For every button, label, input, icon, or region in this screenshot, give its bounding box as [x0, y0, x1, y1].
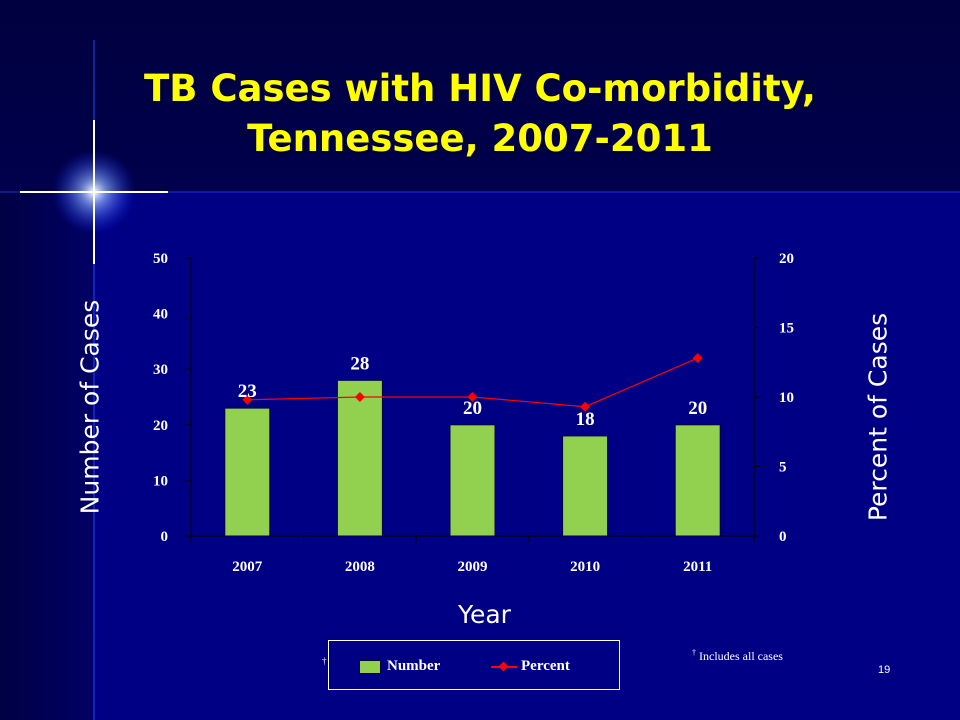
slide-number: 19 — [878, 664, 891, 676]
title-line-1: TB Cases with HIV Co-morbidity, — [144, 67, 816, 110]
y-tick-label-right: 15 — [779, 321, 794, 337]
x-axis-label: Year — [458, 600, 511, 629]
x-tick-label: 2008 — [345, 559, 375, 575]
footnote: † Includes all cases — [692, 648, 783, 664]
data-label-2010: 18 — [576, 409, 595, 430]
bar-2007 — [224, 407, 271, 537]
data-label-2011: 20 — [688, 398, 707, 419]
legend-label-number: Number — [387, 658, 441, 674]
x-tick-label: 2007 — [232, 559, 263, 575]
y-tick-label-left: 40 — [153, 307, 168, 323]
y-tick-label-right: 0 — [779, 529, 787, 545]
chart-legend: Number Percent — [328, 640, 620, 690]
y-tick-label-left: 50 — [153, 251, 168, 267]
footnote-text: Includes all cases — [699, 649, 783, 663]
legend-item-number: Number — [359, 658, 440, 675]
y-tick-label-right: 10 — [779, 390, 794, 406]
bar-2011 — [674, 424, 721, 537]
footnote-mark-left: † — [322, 656, 327, 666]
y-tick-label-left: 10 — [153, 473, 168, 489]
y-tick-label-left: 0 — [161, 529, 169, 545]
bar-2008 — [336, 379, 383, 537]
y-axis-left-label: Number of Cases — [75, 299, 105, 515]
percent-marker-2010 — [580, 401, 591, 412]
x-tick-label: 2010 — [570, 559, 600, 575]
slide-title: TB Cases with HIV Co-morbidity, Tennesse… — [60, 64, 900, 164]
x-tick-label: 2009 — [458, 559, 488, 575]
y-tick-label-right: 5 — [779, 460, 787, 476]
legend-item-percent: Percent — [491, 658, 570, 675]
bar-2009 — [449, 424, 496, 537]
data-label-2008: 28 — [350, 353, 369, 374]
data-label-2007: 23 — [238, 381, 257, 402]
line-diamond-swatch-icon — [491, 661, 517, 673]
bar-2010 — [562, 435, 609, 537]
title-line-2: Tennessee, 2007-2011 — [247, 117, 713, 160]
y-tick-label-left: 30 — [153, 362, 168, 378]
x-tick-label: 2011 — [683, 559, 712, 575]
y-axis-right-label: Percent of Cases — [863, 312, 893, 522]
y-tick-label-right: 20 — [779, 251, 794, 267]
bar-swatch-icon — [359, 659, 381, 674]
footnote-dagger: † — [692, 648, 696, 657]
percent-marker-2007 — [242, 394, 253, 405]
legend-label-percent: Percent — [521, 658, 570, 674]
data-label-2009: 20 — [463, 398, 482, 419]
y-tick-label-left: 20 — [153, 418, 168, 434]
percent-marker-2011 — [692, 353, 703, 364]
percent-marker-2009 — [467, 392, 478, 402]
percent-marker-2008 — [354, 392, 365, 402]
